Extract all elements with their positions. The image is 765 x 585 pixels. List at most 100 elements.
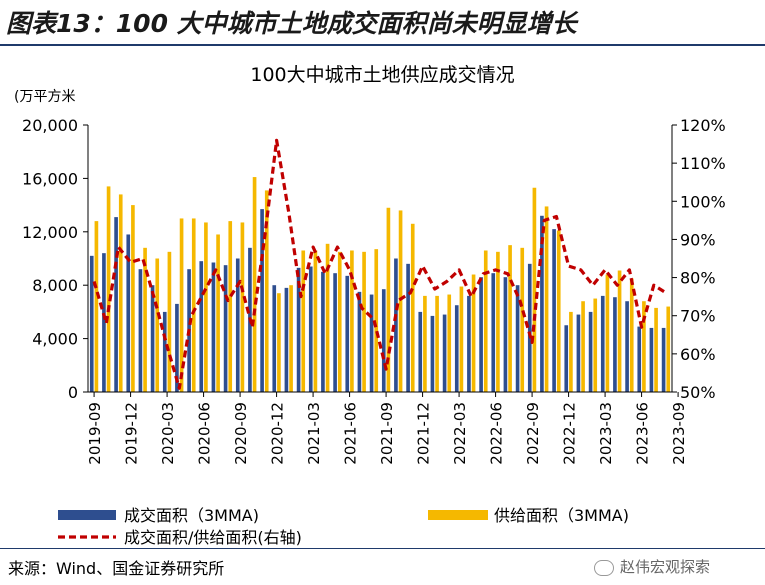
bar-deal: [126, 234, 131, 392]
legend-swatch-deal: [58, 510, 116, 520]
bar-deal: [199, 261, 204, 392]
y-tick-label: 20,000: [22, 116, 78, 135]
x-tick-label: 2023-03: [597, 402, 615, 465]
bar-supply: [179, 218, 184, 392]
bar-supply: [593, 298, 598, 392]
bar-deal: [102, 253, 106, 392]
bar-supply: [569, 311, 573, 392]
bar-deal: [661, 327, 666, 392]
bar-supply: [143, 247, 147, 392]
y-axis-unit-label: (万平方米: [14, 89, 76, 105]
bar-deal: [613, 297, 617, 392]
source-text: 来源：Wind、国金证券研究所: [8, 559, 225, 578]
bar-supply: [289, 285, 293, 392]
x-tick-label: 2020-03: [159, 402, 177, 465]
title-rule: [0, 44, 765, 46]
legend-swatch-supply: [428, 510, 488, 520]
bar-supply: [459, 286, 464, 392]
bar-deal: [89, 255, 94, 392]
bar-deal: [369, 294, 374, 392]
bar-deal: [418, 311, 423, 392]
y2-tick-label: 90%: [680, 230, 716, 249]
bar-supply: [435, 295, 439, 392]
bar-supply: [617, 270, 622, 392]
bar-supply: [94, 221, 99, 392]
bar-supply: [167, 251, 172, 392]
bar-deal: [637, 326, 642, 392]
watermark-text: 赵伟宏观探索: [620, 558, 711, 576]
x-tick-label: 2021-12: [415, 402, 433, 465]
bar-supply: [471, 274, 476, 392]
x-tick-label: 2023-09: [670, 402, 688, 465]
x-tick-label: 2021-03: [305, 402, 323, 465]
bar-supply: [325, 243, 330, 392]
figure-title: 图表13：100 大中城市土地成交面积尚未明显增长: [6, 9, 577, 38]
bar-supply: [410, 223, 415, 392]
bar-supply: [508, 245, 512, 392]
bar-supply: [642, 301, 646, 392]
bar-supply: [252, 177, 257, 392]
bar-supply: [350, 250, 354, 392]
bar-supply: [520, 247, 525, 392]
legend-label-supply: 供给面积（3MMA): [494, 506, 629, 525]
bar-supply: [423, 295, 427, 392]
bar-supply: [216, 234, 220, 392]
wechat-icon: [594, 559, 614, 576]
bar-supply: [654, 307, 658, 392]
bar-deal: [394, 258, 398, 392]
bar-deal: [138, 269, 143, 392]
y2-tick-label: 120%: [680, 116, 726, 135]
bar-supply: [337, 251, 342, 392]
x-tick-label: 2022-06: [488, 402, 506, 465]
bar-deal: [211, 262, 216, 392]
bar-supply: [240, 222, 245, 392]
watermark: 赵伟宏观探索: [594, 556, 710, 577]
x-tick-label: 2020-09: [232, 402, 250, 465]
bar-deal: [114, 217, 118, 392]
x-tick-label: 2020-06: [196, 402, 214, 465]
bar-deal: [175, 303, 179, 392]
bar-deal: [479, 277, 483, 392]
bar-deal: [625, 301, 629, 392]
y2-tick-label: 70%: [680, 307, 716, 326]
y-tick-label: 12,000: [22, 223, 78, 242]
y2-tick-label: 50%: [680, 383, 716, 402]
x-tick-label: 2019-12: [123, 402, 141, 465]
y-tick-label: 0: [68, 383, 78, 402]
bar-deal: [515, 285, 520, 392]
legend-label-deal: 成交面积（3MMA): [124, 506, 259, 525]
x-tick-label: 2022-12: [561, 402, 579, 465]
bar-supply: [666, 306, 671, 392]
bar-deal: [540, 215, 544, 392]
bar-supply: [155, 258, 160, 392]
bar-supply: [131, 205, 135, 392]
bar-deal: [345, 275, 350, 392]
bar-supply: [386, 207, 391, 392]
bar-supply: [629, 278, 634, 392]
bar-supply: [374, 249, 379, 392]
bar-supply: [313, 250, 318, 392]
bar-supply: [581, 301, 585, 392]
bar-deal: [333, 273, 337, 392]
x-tick-label: 2022-09: [524, 402, 542, 465]
bar-supply: [556, 230, 561, 392]
x-tick-label: 2023-06: [634, 402, 652, 465]
bar-deal: [467, 295, 471, 392]
legend-label-ratio: 成交面积/供给面积(右轴): [124, 528, 302, 547]
x-tick-label: 2019-09: [86, 402, 104, 465]
bar-deal: [442, 314, 447, 392]
bar-deal: [162, 311, 167, 392]
bar-deal: [223, 265, 228, 392]
bar-supply: [398, 210, 403, 392]
bar-deal: [296, 267, 301, 392]
bar-supply: [106, 186, 111, 392]
bar-deal: [381, 289, 386, 392]
y-tick-label: 4,000: [32, 330, 78, 349]
bar-deal: [527, 263, 532, 392]
bar-supply: [204, 222, 208, 392]
bar-deal: [552, 229, 556, 392]
bar-supply: [544, 206, 549, 392]
chart-title: 100大中城市土地供应成交情况: [250, 64, 515, 86]
bar-deal: [430, 315, 435, 392]
chart-svg: 0 4,000 8,000 12,000 16,000 20,000 50% 60% 70% 80…: [22, 116, 726, 547]
